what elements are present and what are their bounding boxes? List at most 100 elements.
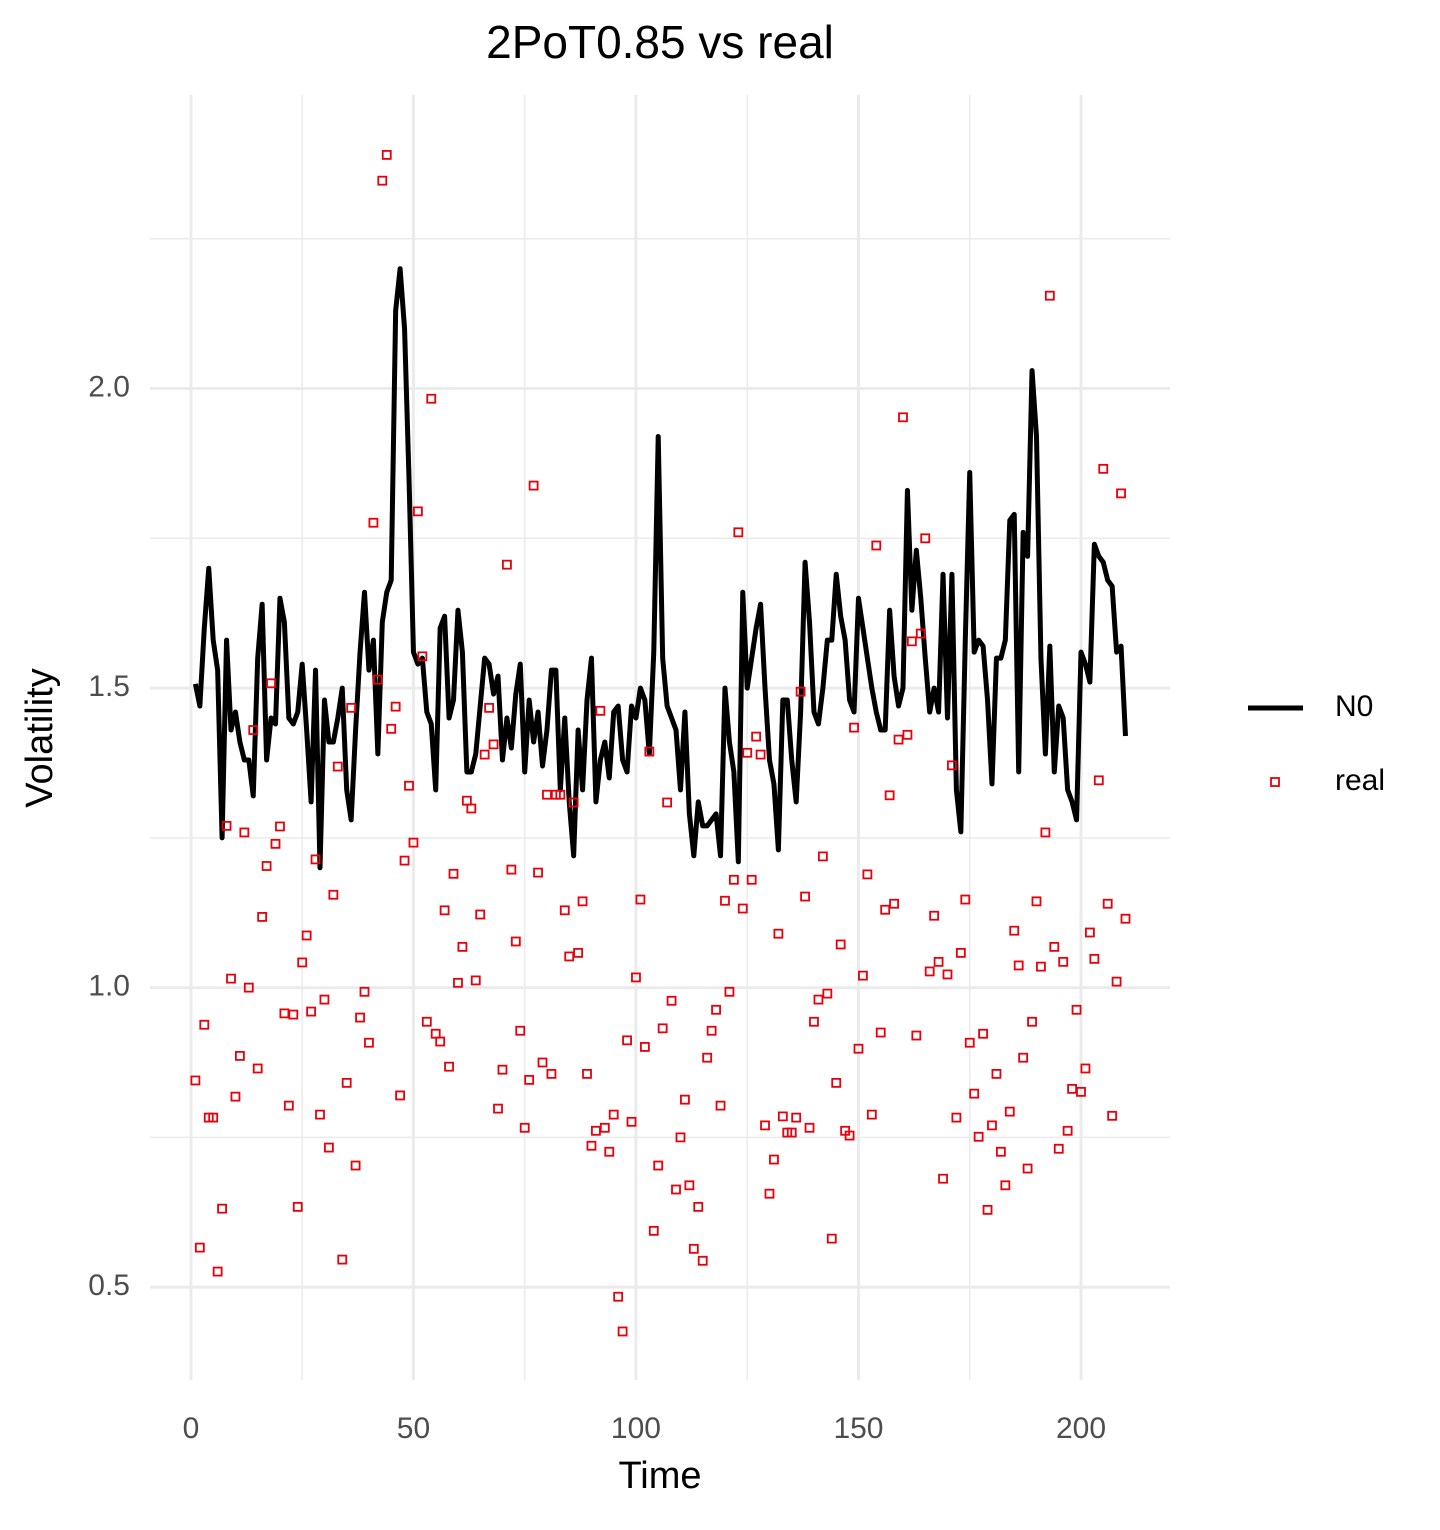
point (310, 854, 321, 865)
point (875, 1027, 886, 1038)
point (341, 1077, 352, 1088)
point (1120, 913, 1131, 924)
point (537, 1057, 548, 1068)
point (800, 891, 810, 902)
point (301, 930, 312, 941)
point (809, 1016, 819, 1027)
point (1067, 1083, 1077, 1094)
point (319, 994, 330, 1005)
point (234, 1051, 245, 1061)
point (466, 803, 477, 814)
point (947, 760, 957, 771)
point (230, 1091, 241, 1102)
point (822, 988, 833, 999)
point (960, 894, 971, 905)
point (1018, 1052, 1029, 1063)
point (208, 1112, 219, 1123)
line (192, 266, 1128, 871)
point (377, 175, 388, 186)
point (479, 749, 490, 760)
point (866, 1109, 877, 1120)
point (355, 1012, 365, 1023)
y-tick-label: 0.5 (88, 1269, 130, 1302)
point (1004, 1106, 1015, 1117)
point (604, 1146, 615, 1157)
legend-marker (1270, 777, 1280, 787)
point (524, 1074, 535, 1085)
point (755, 749, 766, 760)
point (648, 1225, 659, 1236)
point (279, 1008, 290, 1019)
point (212, 1266, 223, 1277)
point (831, 1077, 842, 1088)
point (292, 1201, 303, 1212)
point (1080, 1063, 1091, 1074)
legend-label: real (1335, 764, 1385, 797)
point (626, 1116, 637, 1127)
point (791, 1112, 802, 1123)
point (328, 889, 339, 900)
point (515, 1025, 526, 1036)
point (510, 936, 521, 947)
point (257, 912, 268, 922)
point (795, 686, 806, 697)
point (1093, 775, 1104, 786)
point (737, 903, 748, 914)
point (680, 1094, 690, 1105)
point (688, 1243, 699, 1254)
point (635, 894, 646, 905)
point (457, 941, 468, 952)
point (969, 1088, 980, 1099)
point (671, 1184, 681, 1195)
point (724, 986, 735, 997)
point (751, 731, 762, 742)
point (898, 412, 908, 423)
point (955, 947, 966, 958)
point (417, 651, 428, 662)
point (315, 1109, 325, 1120)
point (453, 977, 463, 988)
x-tick-label: 200 (1056, 1412, 1106, 1445)
y-axis-title: Volatility (19, 668, 61, 807)
x-axis-title: Time (618, 1455, 701, 1497)
point (1098, 463, 1109, 474)
point (915, 628, 926, 639)
point (426, 393, 437, 404)
point (248, 725, 259, 735)
point (715, 1100, 726, 1111)
point (568, 797, 579, 808)
point (439, 905, 450, 916)
point (283, 1100, 294, 1111)
point (1044, 290, 1055, 301)
point (777, 1111, 788, 1122)
point (555, 789, 566, 800)
point (617, 1326, 628, 1337)
point (1009, 925, 1020, 936)
x-tick-label: 50 (397, 1412, 430, 1445)
point (217, 1203, 227, 1214)
point (270, 838, 281, 849)
point (493, 1103, 503, 1114)
point (306, 1006, 316, 1017)
point (733, 527, 744, 538)
point (470, 975, 481, 986)
point (920, 533, 931, 544)
point (546, 1068, 557, 1079)
point (684, 1180, 695, 1191)
point (804, 1122, 815, 1133)
point (662, 797, 673, 808)
x-tick-label: 0 (183, 1412, 200, 1445)
point (995, 1146, 1006, 1157)
point (542, 789, 552, 800)
point (564, 951, 575, 962)
point (849, 722, 859, 733)
point (488, 739, 499, 750)
y-tick-label: 1.5 (88, 670, 130, 703)
point (381, 150, 392, 160)
y-tick-label: 2.0 (88, 370, 130, 403)
point (595, 705, 606, 716)
point (395, 1090, 406, 1101)
point (982, 1204, 993, 1215)
point (871, 540, 882, 551)
point (297, 957, 308, 968)
